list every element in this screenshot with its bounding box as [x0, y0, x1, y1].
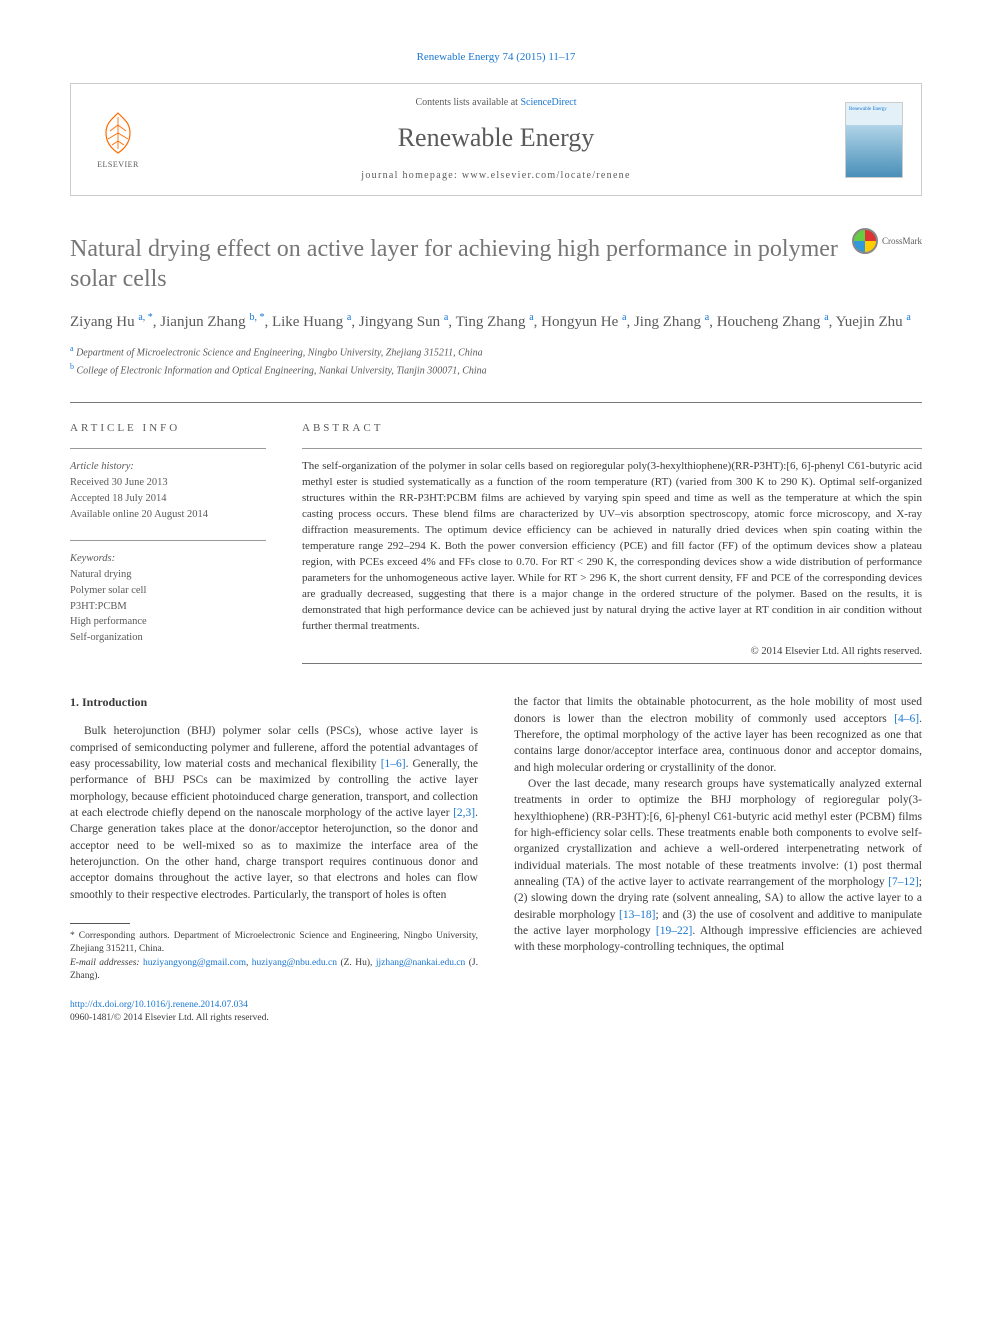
cover-label: Renewable Energy: [849, 107, 887, 112]
introduction-heading: 1. Introduction: [70, 694, 478, 711]
keywords-label: Keywords:: [70, 551, 266, 567]
homepage-prefix: journal homepage:: [361, 170, 462, 181]
doi-link[interactable]: http://dx.doi.org/10.1016/j.renene.2014.…: [70, 1000, 248, 1010]
body-column-left: 1. Introduction Bulk heterojunction (BHJ…: [70, 694, 478, 983]
sciencedirect-link[interactable]: ScienceDirect: [520, 97, 576, 108]
page-footer: http://dx.doi.org/10.1016/j.renene.2014.…: [70, 999, 922, 1026]
affiliation-a: a Department of Microelectronic Science …: [70, 343, 922, 360]
keywords-block: Keywords: Natural drying Polymer solar c…: [70, 540, 266, 646]
contents-prefix: Contents lists available at: [415, 97, 520, 108]
keyword: High performance: [70, 614, 266, 630]
copyright-line: © 2014 Elsevier Ltd. All rights reserved…: [302, 645, 922, 660]
affiliation-b: b College of Electronic Information and …: [70, 361, 922, 378]
intro-paragraph-3: Over the last decade, many research grou…: [514, 776, 922, 956]
homepage-url[interactable]: www.elsevier.com/locate/renene: [462, 170, 631, 181]
elsevier-tree-icon: [94, 109, 142, 157]
crossmark-icon: [852, 228, 878, 254]
abstract-text: The self-organization of the polymer in …: [302, 448, 922, 634]
journal-homepage-line: journal homepage: www.elsevier.com/locat…: [165, 169, 827, 183]
article-history-block: Article history: Received 30 June 2013 A…: [70, 448, 266, 522]
journal-name: Renewable Energy: [165, 120, 827, 156]
affiliations: a Department of Microelectronic Science …: [70, 343, 922, 378]
keyword: P3HT:PCBM: [70, 599, 266, 615]
keyword: Self-organization: [70, 630, 266, 646]
footnotes: * Corresponding authors. Department of M…: [70, 930, 478, 983]
contents-available-line: Contents lists available at ScienceDirec…: [165, 96, 827, 110]
elsevier-logo: ELSEVIER: [89, 108, 147, 172]
crossmark-badge[interactable]: CrossMark: [852, 228, 922, 254]
history-label: Article history:: [70, 459, 266, 475]
elsevier-logo-text: ELSEVIER: [97, 159, 139, 170]
crossmark-label: CrossMark: [882, 235, 922, 248]
history-online: Available online 20 August 2014: [70, 507, 266, 523]
journal-header-box: ELSEVIER Contents lists available at Sci…: [70, 83, 922, 195]
abstract-label: ABSTRACT: [302, 421, 922, 436]
body-column-right: the factor that limits the obtainable ph…: [514, 694, 922, 983]
journal-reference: Renewable Energy 74 (2015) 11–17: [70, 50, 922, 65]
email-addresses: E-mail addresses: huziyangyong@gmail.com…: [70, 957, 478, 984]
email-link[interactable]: huziyang@nbu.edu.cn: [252, 958, 337, 968]
journal-cover-thumbnail: Renewable Energy: [845, 102, 903, 178]
email-link[interactable]: huziyangyong@gmail.com: [143, 958, 246, 968]
author-list: Ziyang Hu a, *, Jianjun Zhang b, *, Like…: [70, 310, 922, 334]
intro-paragraph-2: the factor that limits the obtainable ph…: [514, 694, 922, 776]
history-received: Received 30 June 2013: [70, 475, 266, 491]
issn-copyright: 0960-1481/© 2014 Elsevier Ltd. All right…: [70, 1013, 269, 1023]
intro-paragraph-1: Bulk heterojunction (BHJ) polymer solar …: [70, 723, 478, 903]
article-info-label: ARTICLE INFO: [70, 421, 266, 436]
keyword: Polymer solar cell: [70, 583, 266, 599]
keyword: Natural drying: [70, 567, 266, 583]
email-link[interactable]: jjzhang@nankai.edu.cn: [376, 958, 465, 968]
history-accepted: Accepted 18 July 2014: [70, 491, 266, 507]
article-title: Natural drying effect on active layer fo…: [70, 234, 922, 294]
corresponding-author-note: * Corresponding authors. Department of M…: [70, 930, 478, 957]
